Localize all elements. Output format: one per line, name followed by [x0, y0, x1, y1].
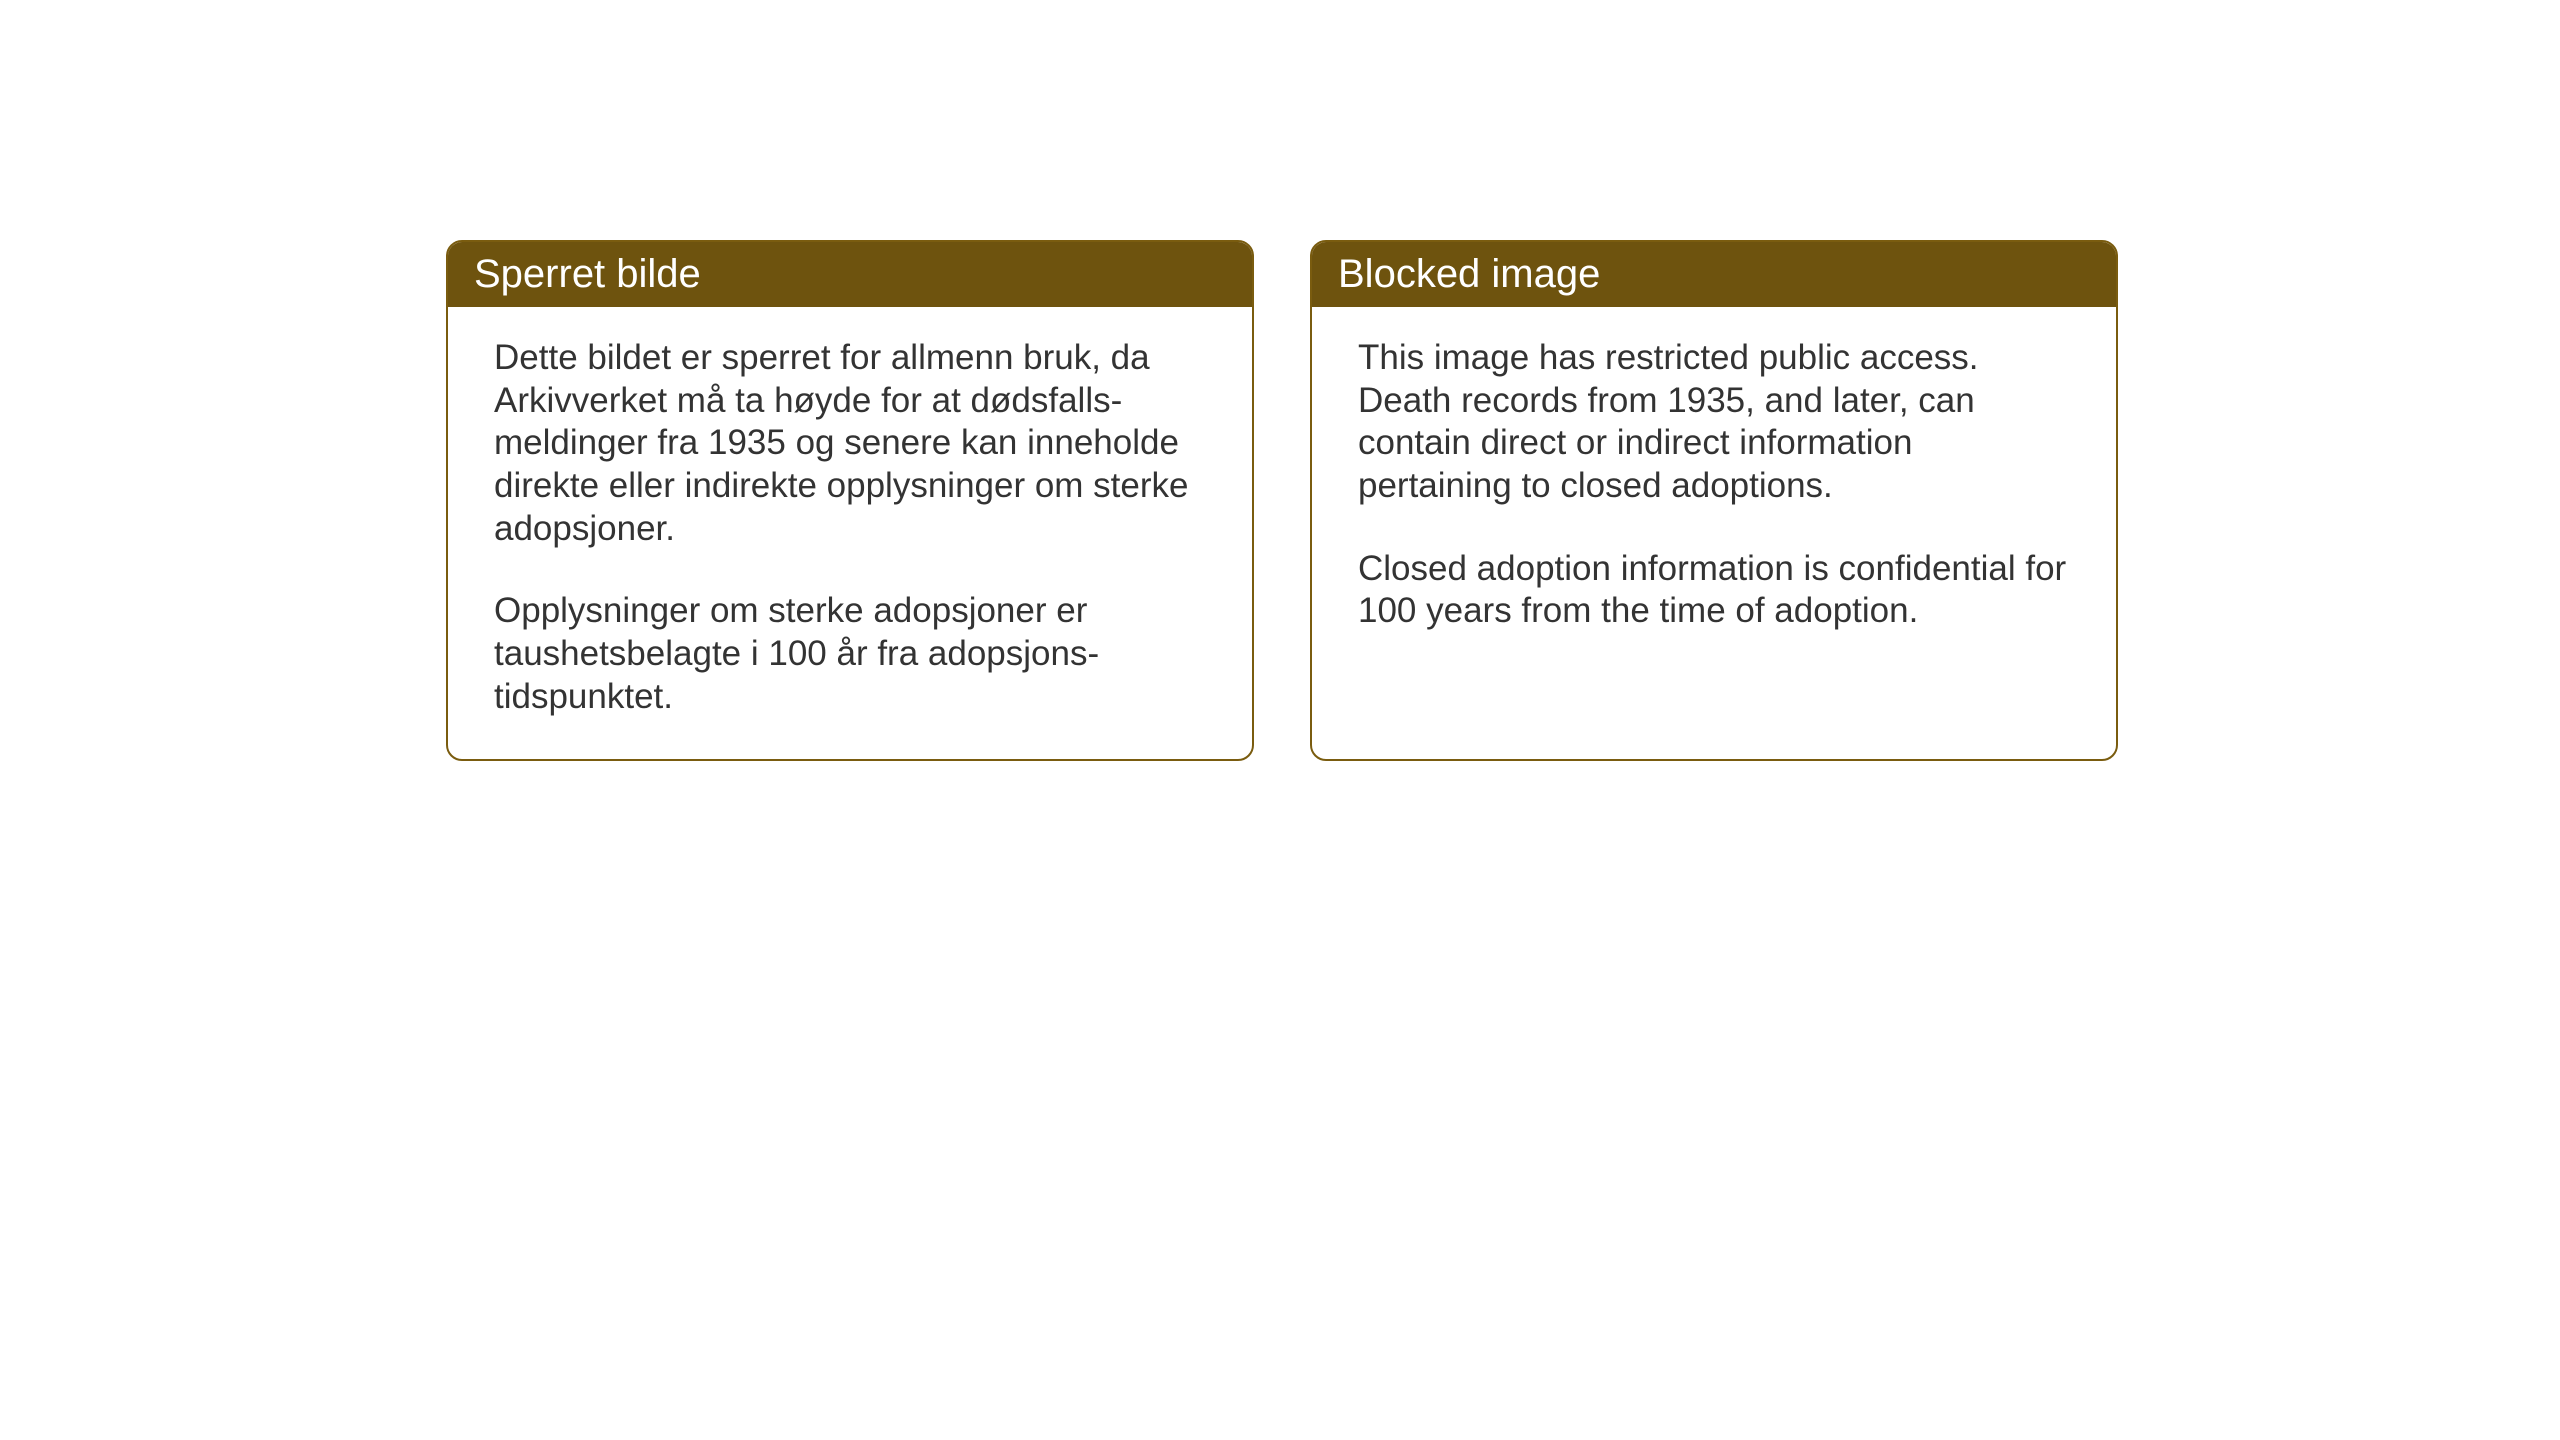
card-header-norwegian: Sperret bilde — [448, 242, 1252, 307]
card-paragraph-norwegian-2: Opplysninger om sterke adopsjoner er tau… — [494, 590, 1206, 718]
card-title-english: Blocked image — [1338, 252, 1600, 296]
cards-container: Sperret bilde Dette bildet er sperret fo… — [446, 240, 2118, 761]
card-body-english: This image has restricted public access.… — [1312, 307, 2116, 747]
card-norwegian: Sperret bilde Dette bildet er sperret fo… — [446, 240, 1254, 761]
card-header-english: Blocked image — [1312, 242, 2116, 307]
card-paragraph-norwegian-1: Dette bildet er sperret for allmenn bruk… — [494, 337, 1206, 550]
card-body-norwegian: Dette bildet er sperret for allmenn bruk… — [448, 307, 1252, 759]
card-paragraph-english-2: Closed adoption information is confident… — [1358, 548, 2070, 633]
card-paragraph-english-1: This image has restricted public access.… — [1358, 337, 2070, 508]
card-title-norwegian: Sperret bilde — [474, 252, 701, 296]
card-english: Blocked image This image has restricted … — [1310, 240, 2118, 761]
